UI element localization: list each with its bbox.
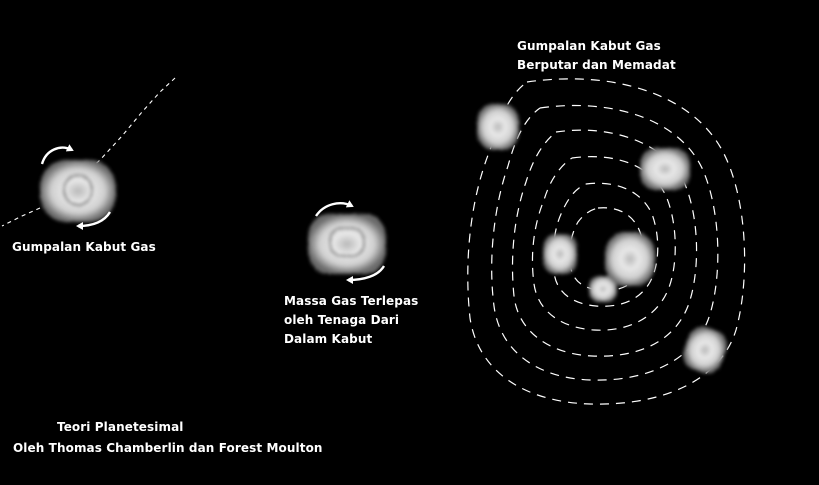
planetesimal-small: [589, 276, 617, 302]
left-gas-clump: [40, 160, 116, 222]
planetesimal-top-left: [477, 104, 519, 150]
caption-authors: Oleh Thomas Chamberlin dan Forest Moulto…: [13, 441, 323, 455]
middle-gas-mass: [308, 214, 386, 274]
middle-rotation-arrows: [315, 200, 386, 284]
right-clumps: [477, 104, 727, 374]
label-right-gas-clump: Gumpalan Kabut Gas Berputar dan Memadat: [517, 39, 676, 72]
label-left-gas-clump: Gumpalan Kabut Gas: [12, 240, 156, 254]
planetesimal-bottom-right: [683, 326, 727, 374]
caption-title: Teori Planetesimal: [57, 420, 184, 434]
planetesimal-mid-left: [543, 234, 577, 274]
left-rotation-arrows: [40, 144, 112, 230]
planetesimal-center: [605, 232, 655, 286]
planetesimal-top-right: [640, 148, 690, 190]
label-middle-gas-mass: Massa Gas Terlepas oleh Tenaga Dari Dala…: [284, 294, 419, 346]
right-orbit-rings: [467, 78, 746, 405]
